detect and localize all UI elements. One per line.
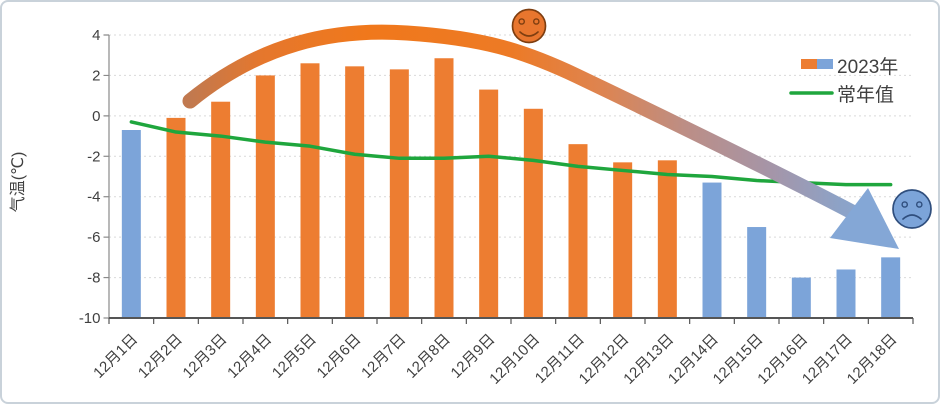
x-label-12月8日: 12月8日 [403,331,454,382]
sad-face-icon [892,189,932,229]
trend-arrow-head [830,188,899,249]
happy-face-icon [511,8,547,44]
bar-12月1日 [121,130,141,318]
bar-12月12日 [613,162,633,318]
y-axis-title: 气温(℃) [9,152,27,213]
axes [103,34,914,324]
series-2023-bars [121,58,901,319]
svg-text:-10: -10 [79,310,101,327]
y-axis-labels: 4 2 0 -2 -4 -6 -8 -10 [79,27,101,327]
svg-text:-6: -6 [87,229,100,246]
bar-12月6日 [345,66,365,318]
x-label-12月1日: 12月1日 [90,331,141,382]
bar-12月15日 [747,227,767,318]
x-label-12月6日: 12月6日 [314,331,365,382]
legend-label-2023: 2023年 [837,56,898,78]
series-normal-line [129,120,893,187]
bar-12月14日 [702,182,722,318]
x-label-12月3日: 12月3日 [180,331,231,382]
bar-12月17日 [836,269,856,318]
svg-text:4: 4 [92,27,100,44]
x-label-12月4日: 12月4日 [224,331,275,382]
bar-12月2日 [166,117,186,318]
x-axis-labels: 12月1日12月2日12月3日12月4日12月5日12月6日12月7日12月8日… [90,331,900,388]
gridlines [109,34,913,279]
x-label-12月2日: 12月2日 [135,331,186,382]
bar-12月18日 [881,257,901,318]
bar-12月16日 [791,277,811,318]
bar-12月10日 [523,108,543,319]
svg-text:0: 0 [92,108,100,125]
bar-12月13日 [657,160,677,318]
bar-12月7日 [389,69,409,318]
bar-12月9日 [479,89,499,318]
bar-12月11日 [568,144,588,318]
svg-text:-8: -8 [87,270,100,287]
x-label-12月7日: 12月7日 [358,331,409,382]
bar-12月8日 [434,58,454,318]
bar-12月4日 [255,75,275,318]
x-label-12月5日: 12月5日 [269,331,320,382]
legend-label-normal: 常年值 [837,84,894,106]
bar-12月5日 [300,63,320,318]
bar-12月3日 [211,101,231,318]
svg-text:-2: -2 [87,148,100,165]
svg-text:2: 2 [92,67,100,84]
svg-text:-4: -4 [87,189,100,206]
trend-arrow [182,24,899,249]
